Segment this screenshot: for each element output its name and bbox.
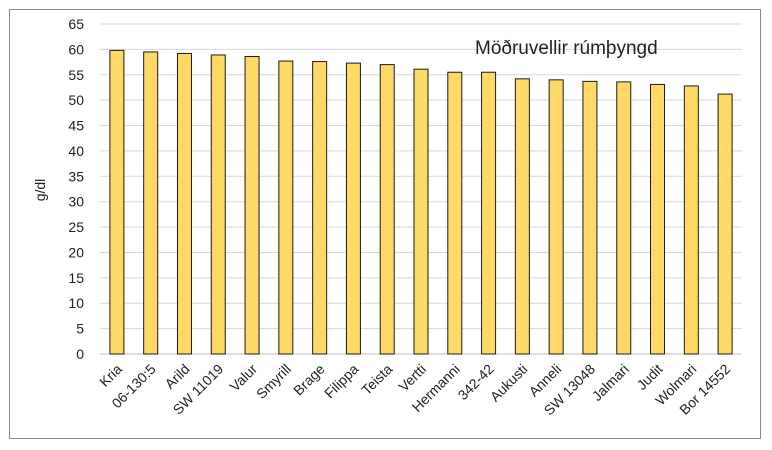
bar-kria: [109, 49, 125, 355]
bar-filippa: [345, 62, 361, 355]
x-tick-label: Jalmari: [589, 361, 632, 404]
bar-sw-13048: [582, 80, 598, 355]
bar-wolmari: [683, 85, 699, 355]
bar-smyrill: [278, 60, 294, 355]
bar-bor-14552: [717, 93, 733, 355]
y-tick-label: 35: [68, 168, 84, 184]
bar-jalmari: [616, 81, 632, 355]
y-tick-label: 65: [68, 16, 84, 32]
bar-hermanni: [447, 71, 463, 355]
chart-frame: 0 5 10 15 20 25 30 35 40 45 50 55 60 65 Kria 06-130:5 A…: [9, 9, 761, 439]
y-tick-label: 5: [76, 321, 84, 337]
y-tick-label: 60: [68, 41, 84, 57]
x-tick-label: Aukusti: [487, 361, 531, 405]
y-tick-label: 45: [68, 118, 84, 134]
bar-06-130-5: [143, 51, 159, 355]
y-axis-label: g/dl: [32, 179, 48, 202]
bar-sw-11019: [210, 54, 226, 355]
bar-arild: [176, 52, 192, 355]
y-tick-label: 15: [68, 270, 84, 286]
y-tick-label: 25: [68, 219, 84, 235]
bar-aukusti: [514, 78, 530, 355]
x-tick-label: Filippa: [321, 361, 362, 402]
y-tick-label: 30: [68, 194, 84, 210]
y-tick-label: 20: [68, 244, 84, 260]
x-tick-label: Brage: [290, 361, 328, 399]
y-tick-label: 10: [68, 295, 84, 311]
bar-valur: [244, 55, 260, 355]
y-tick-labels: 0 5 10 15 20 25 30 35 40 45 50 55 60 65: [68, 16, 84, 362]
x-tick-label: Kria: [96, 361, 125, 390]
bar-brage: [312, 61, 328, 355]
bar-vertti: [413, 68, 429, 355]
bar-layer: [109, 49, 733, 355]
chart-title: Möðruvellir rúmþyngd: [475, 38, 658, 59]
y-tick-label: 40: [68, 143, 84, 159]
x-tick-label: Teista: [358, 361, 395, 398]
bar-judit: [650, 83, 666, 355]
bar-342-42: [481, 71, 497, 355]
bar-teista: [379, 64, 395, 355]
y-tick-label: 50: [68, 92, 84, 108]
y-tick-label: 55: [68, 67, 84, 83]
y-tick-label: 0: [76, 346, 84, 362]
x-tick-label: Smyrill: [253, 361, 294, 402]
bar-anneli: [548, 79, 564, 355]
